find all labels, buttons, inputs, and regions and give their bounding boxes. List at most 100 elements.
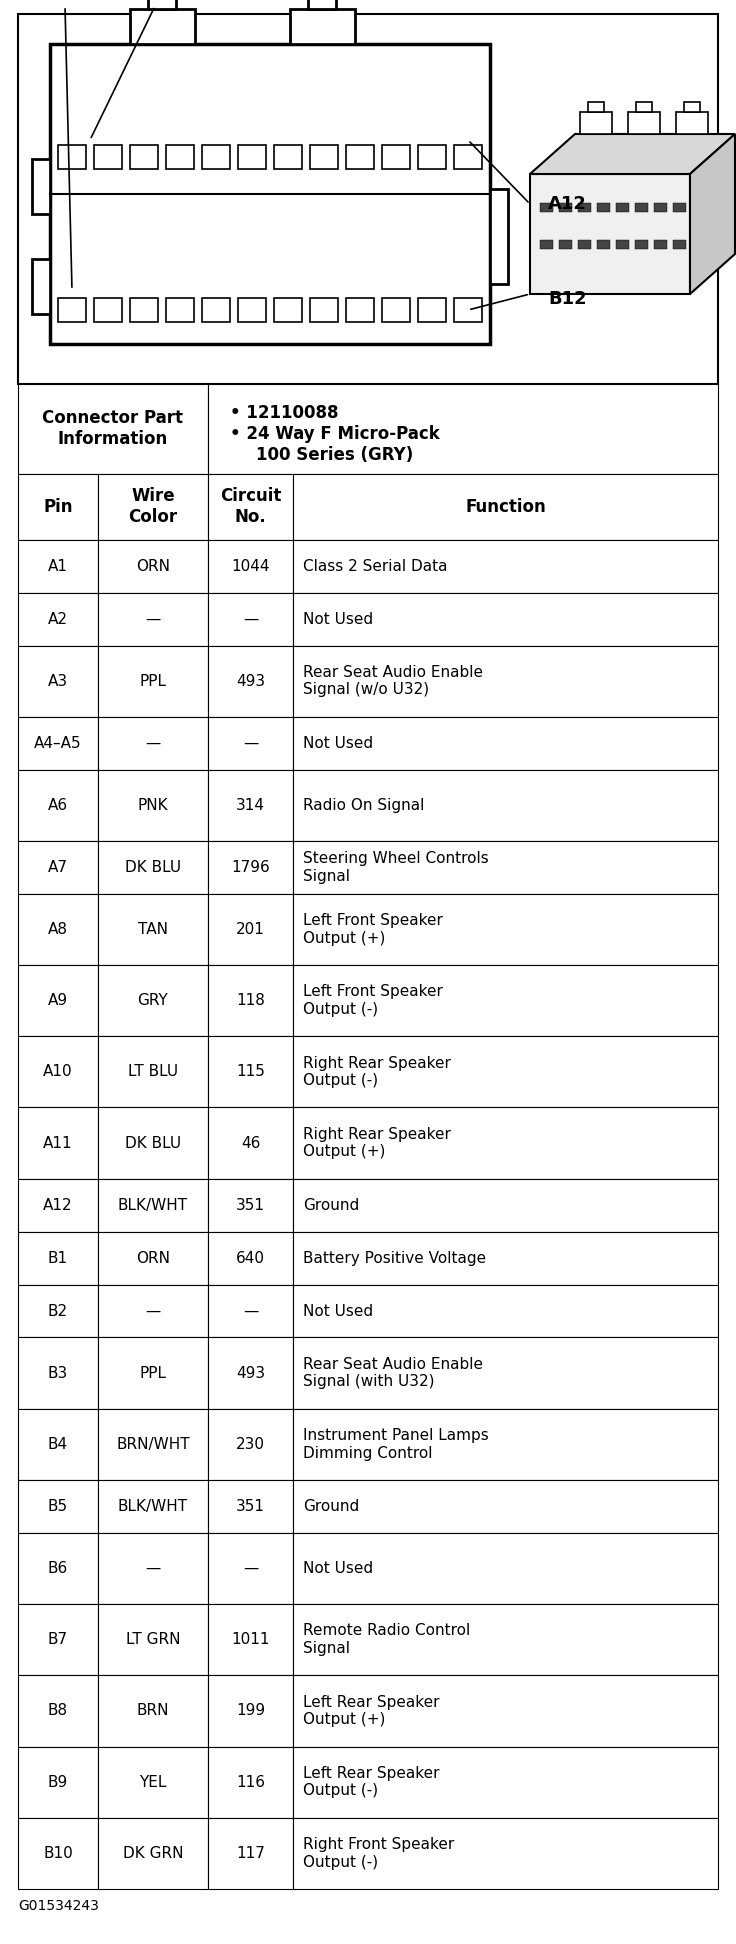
Text: A9: A9 xyxy=(48,993,68,1009)
Text: Connector Part
Information: Connector Part Information xyxy=(43,410,183,449)
Bar xyxy=(578,239,591,249)
Text: PPL: PPL xyxy=(140,1365,166,1380)
Bar xyxy=(98,645,208,717)
Text: Rear Seat Audio Enable
Signal (w/o U32): Rear Seat Audio Enable Signal (w/o U32) xyxy=(303,665,483,698)
Bar xyxy=(208,593,293,645)
Text: 493: 493 xyxy=(236,675,265,688)
Bar xyxy=(208,474,293,540)
Text: 199: 199 xyxy=(236,1703,265,1718)
Bar xyxy=(382,297,410,323)
Text: B3: B3 xyxy=(48,1365,68,1380)
Bar xyxy=(454,146,482,169)
Bar xyxy=(418,146,446,169)
Text: A6: A6 xyxy=(48,797,68,813)
Bar xyxy=(293,1818,718,1890)
Text: BLK/WHT: BLK/WHT xyxy=(118,1499,188,1514)
Text: BRN/WHT: BRN/WHT xyxy=(116,1437,190,1452)
Text: A12: A12 xyxy=(43,1198,73,1213)
Bar xyxy=(18,1108,98,1178)
Text: LT GRN: LT GRN xyxy=(126,1633,180,1647)
Bar xyxy=(293,1676,718,1746)
Bar xyxy=(98,1337,208,1409)
Text: A3: A3 xyxy=(48,675,68,688)
Text: B4: B4 xyxy=(48,1437,68,1452)
Text: BLK/WHT: BLK/WHT xyxy=(118,1198,188,1213)
Bar xyxy=(208,1108,293,1178)
Text: Steering Wheel Controls
Signal: Steering Wheel Controls Signal xyxy=(303,851,489,885)
Text: Not Used: Not Used xyxy=(303,1561,373,1577)
Bar xyxy=(18,1604,98,1676)
Text: Ground: Ground xyxy=(303,1198,359,1213)
Bar xyxy=(98,1108,208,1178)
Text: B5: B5 xyxy=(48,1499,68,1514)
Bar xyxy=(208,1818,293,1890)
Bar xyxy=(293,770,718,842)
Bar xyxy=(32,159,50,214)
Bar xyxy=(98,1178,208,1232)
Text: Not Used: Not Used xyxy=(303,1304,373,1318)
Text: 116: 116 xyxy=(236,1775,265,1790)
Bar xyxy=(18,540,98,593)
Bar xyxy=(580,113,612,134)
Text: Right Rear Speaker
Output (-): Right Rear Speaker Output (-) xyxy=(303,1056,451,1089)
Text: 351: 351 xyxy=(236,1198,265,1213)
Bar xyxy=(540,239,553,249)
Bar xyxy=(684,101,700,113)
Bar xyxy=(208,894,293,964)
Text: Circuit
No.: Circuit No. xyxy=(220,488,281,527)
Bar xyxy=(18,1285,98,1337)
Bar xyxy=(18,1479,98,1534)
Text: Right Rear Speaker
Output (+): Right Rear Speaker Output (+) xyxy=(303,1128,451,1159)
Text: 201: 201 xyxy=(236,921,265,937)
Bar xyxy=(238,297,266,323)
Bar xyxy=(293,1178,718,1232)
Bar xyxy=(18,1676,98,1746)
Bar xyxy=(98,894,208,964)
Text: 230: 230 xyxy=(236,1437,265,1452)
Text: DK BLU: DK BLU xyxy=(125,859,181,875)
Text: Pin: Pin xyxy=(43,498,73,515)
Bar xyxy=(18,964,98,1036)
Text: DK BLU: DK BLU xyxy=(125,1135,181,1151)
Bar xyxy=(628,113,660,134)
Bar xyxy=(208,842,293,894)
Bar xyxy=(18,645,98,717)
Bar xyxy=(308,0,336,10)
Bar xyxy=(58,297,86,323)
Bar xyxy=(559,239,572,249)
Bar xyxy=(676,113,708,134)
Bar xyxy=(98,1479,208,1534)
Bar xyxy=(454,297,482,323)
Bar xyxy=(293,842,718,894)
Bar xyxy=(98,1818,208,1890)
Bar xyxy=(293,645,718,717)
Text: A4–A5: A4–A5 xyxy=(34,735,82,750)
Bar xyxy=(293,1479,718,1534)
Bar xyxy=(238,146,266,169)
Bar xyxy=(293,1409,718,1479)
Bar xyxy=(293,1108,718,1178)
Bar xyxy=(208,1409,293,1479)
Text: A2: A2 xyxy=(48,612,68,626)
Bar xyxy=(18,842,98,894)
Bar xyxy=(130,10,195,45)
Bar xyxy=(208,1232,293,1285)
Text: Remote Radio Control
Signal: Remote Radio Control Signal xyxy=(303,1623,470,1656)
Bar xyxy=(293,1604,718,1676)
Text: B8: B8 xyxy=(48,1703,68,1718)
Bar xyxy=(540,202,553,212)
Bar xyxy=(616,239,629,249)
Bar xyxy=(98,593,208,645)
Text: PPL: PPL xyxy=(140,675,166,688)
Text: A1: A1 xyxy=(48,558,68,573)
Text: —: — xyxy=(146,735,160,750)
Text: Not Used: Not Used xyxy=(303,612,373,626)
Bar xyxy=(32,259,50,315)
Text: —: — xyxy=(243,612,258,626)
Bar xyxy=(208,1178,293,1232)
Bar xyxy=(18,894,98,964)
Bar xyxy=(274,297,302,323)
Bar xyxy=(208,964,293,1036)
Bar xyxy=(290,10,355,45)
Text: B7: B7 xyxy=(48,1633,68,1647)
